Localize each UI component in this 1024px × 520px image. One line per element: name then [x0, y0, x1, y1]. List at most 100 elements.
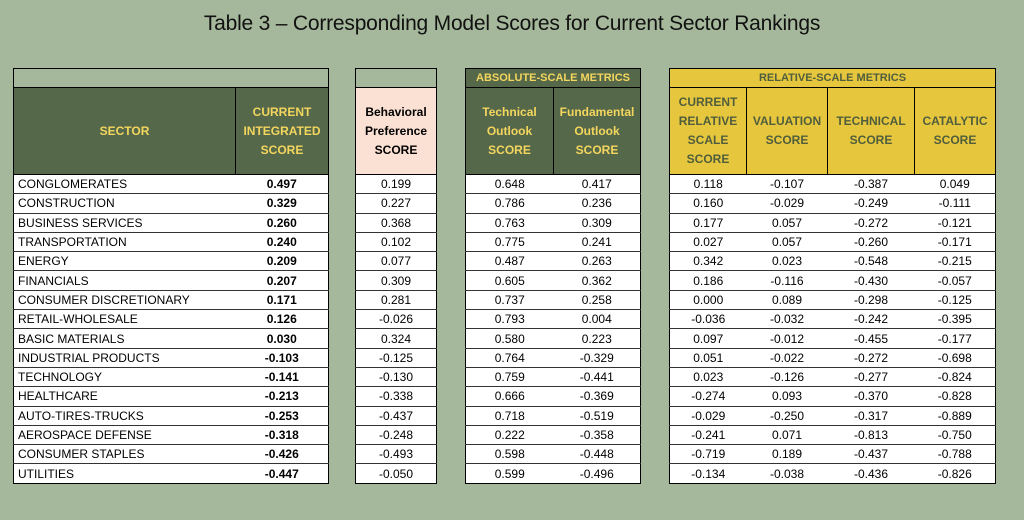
technical-outlook-cell: 0.599	[465, 463, 554, 484]
fundamental-outlook-cell: -0.358	[553, 425, 641, 446]
relative-scale-table: RELATIVE-SCALE METRICS CURRENT RELATIVE SC…	[669, 68, 996, 484]
table-row: -0.134 -0.038 -0.436 -0.826	[669, 463, 996, 484]
sector-cell: FINANCIALS	[13, 270, 236, 291]
valuation-score-cell: 0.023	[746, 251, 828, 272]
table-row: 0.599 -0.496	[465, 463, 641, 484]
table-row: 0.342 0.023 -0.548 -0.215	[669, 251, 996, 272]
relative-score-cell: 0.027	[669, 232, 747, 253]
technical-outlook-cell: 0.648	[465, 174, 554, 195]
technical-score-cell: -0.430	[827, 270, 915, 291]
relative-score-cell: 0.342	[669, 251, 747, 272]
fundamental-outlook-cell: 0.362	[553, 270, 641, 291]
relative-score-cell: -0.029	[669, 406, 747, 426]
header-catalytic: CATALYTIC SCORE	[914, 87, 996, 175]
table-row: RETAIL-WHOLESALE 0.126	[13, 309, 329, 330]
sector-table: SECTOR CURRENT INTEGRATED SCORE CONGLOMERA…	[13, 68, 329, 484]
table-row: HEALTHCARE -0.213	[13, 386, 329, 407]
table-row: FINANCIALS 0.207	[13, 270, 329, 291]
header-technical: TECHNICAL SCORE	[827, 87, 915, 175]
fundamental-outlook-cell: 0.309	[553, 213, 641, 233]
sector-cell: ENERGY	[13, 251, 236, 272]
relative-score-cell: 0.118	[669, 174, 747, 195]
behavioral-score-cell: 0.077	[355, 251, 437, 272]
table-row: 0.077	[355, 251, 437, 272]
technical-score-cell: -0.387	[827, 174, 915, 195]
technical-outlook-cell: 0.222	[465, 425, 554, 446]
relative-score-cell: 0.023	[669, 367, 747, 388]
header-technical-outlook: Technical Outlook SCORE	[465, 87, 554, 175]
technical-score-cell: -0.272	[827, 348, 915, 368]
valuation-score-cell: -0.038	[746, 463, 828, 484]
table-row: -0.274 0.093 -0.370 -0.828	[669, 386, 996, 407]
catalytic-score-cell: -0.177	[914, 328, 996, 349]
table-row: -0.050	[355, 463, 437, 484]
table-row: 0.786 0.236	[465, 193, 641, 214]
integrated-score-cell: 0.207	[235, 270, 329, 291]
fundamental-outlook-cell: -0.369	[553, 386, 641, 407]
table-row: AUTO-TIRES-TRUCKS -0.253	[13, 406, 329, 426]
table-row: INDUSTRIAL PRODUCTS -0.103	[13, 348, 329, 368]
integrated-score-cell: -0.447	[235, 463, 329, 484]
relative-score-cell: 0.000	[669, 290, 747, 311]
integrated-score-cell: 0.497	[235, 174, 329, 195]
catalytic-score-cell: -0.698	[914, 348, 996, 368]
relative-score-cell: -0.036	[669, 309, 747, 330]
table-row: 0.227	[355, 193, 437, 214]
valuation-score-cell: -0.250	[746, 406, 828, 426]
valuation-score-cell: 0.057	[746, 213, 828, 233]
technical-score-cell: -0.260	[827, 232, 915, 253]
table-row: 0.718 -0.519	[465, 406, 641, 426]
table-row: TECHNOLOGY -0.141	[13, 367, 329, 388]
fundamental-outlook-cell: -0.496	[553, 463, 641, 484]
integrated-score-cell: -0.253	[235, 406, 329, 426]
sector-cell: UTILITIES	[13, 463, 236, 484]
technical-outlook-cell: 0.793	[465, 309, 554, 330]
table-row: TRANSPORTATION 0.240	[13, 232, 329, 253]
valuation-score-cell: -0.116	[746, 270, 828, 291]
valuation-score-cell: -0.012	[746, 328, 828, 349]
technical-outlook-cell: 0.786	[465, 193, 554, 214]
integrated-score-cell: 0.171	[235, 290, 329, 311]
technical-score-cell: -0.298	[827, 290, 915, 311]
sector-cell: AUTO-TIRES-TRUCKS	[13, 406, 236, 426]
table-row: 0.281	[355, 290, 437, 311]
behavioral-score-cell: -0.248	[355, 425, 437, 446]
technical-outlook-cell: 0.764	[465, 348, 554, 368]
catalytic-score-cell: -0.121	[914, 213, 996, 233]
header-fundamental-outlook: Fundamental Outlook SCORE	[553, 87, 641, 175]
integrated-score-cell: 0.209	[235, 251, 329, 272]
fundamental-outlook-cell: -0.519	[553, 406, 641, 426]
table-row: -0.437	[355, 406, 437, 426]
table-row: 0.097 -0.012 -0.455 -0.177	[669, 328, 996, 349]
table-row: 0.102	[355, 232, 437, 253]
table-row: -0.036 -0.032 -0.242 -0.395	[669, 309, 996, 330]
behavioral-score-cell: -0.050	[355, 463, 437, 484]
catalytic-score-cell: 0.049	[914, 174, 996, 195]
technical-score-cell: -0.249	[827, 193, 915, 214]
relative-score-cell: -0.719	[669, 444, 747, 465]
fundamental-outlook-cell: -0.329	[553, 348, 641, 368]
valuation-score-cell: 0.071	[746, 425, 828, 446]
catalytic-score-cell: -0.788	[914, 444, 996, 465]
sector-cell: CONSTRUCTION	[13, 193, 236, 214]
technical-score-cell: -0.242	[827, 309, 915, 330]
table-row: CONSUMER STAPLES -0.426	[13, 444, 329, 465]
technical-outlook-cell: 0.605	[465, 270, 554, 291]
table-row: CONGLOMERATES 0.497	[13, 174, 329, 195]
table-row: -0.493	[355, 444, 437, 465]
technical-score-cell: -0.317	[827, 406, 915, 426]
fundamental-outlook-cell: 0.263	[553, 251, 641, 272]
behavioral-score-cell: 0.199	[355, 174, 437, 195]
table-row: 0.027 0.057 -0.260 -0.171	[669, 232, 996, 253]
table-row: BUSINESS SERVICES 0.260	[13, 213, 329, 233]
technical-outlook-cell: 0.759	[465, 367, 554, 388]
integrated-score-cell: 0.240	[235, 232, 329, 253]
catalytic-score-cell: -0.826	[914, 463, 996, 484]
header-current-relative: CURRENT RELATIVE SCALE SCORE	[669, 87, 747, 175]
table-row: BASIC MATERIALS 0.030	[13, 328, 329, 349]
table-row: CONSTRUCTION 0.329	[13, 193, 329, 214]
valuation-score-cell: -0.032	[746, 309, 828, 330]
technical-outlook-cell: 0.598	[465, 444, 554, 465]
table-row: 0.368	[355, 213, 437, 233]
table-row: 0.764 -0.329	[465, 348, 641, 368]
